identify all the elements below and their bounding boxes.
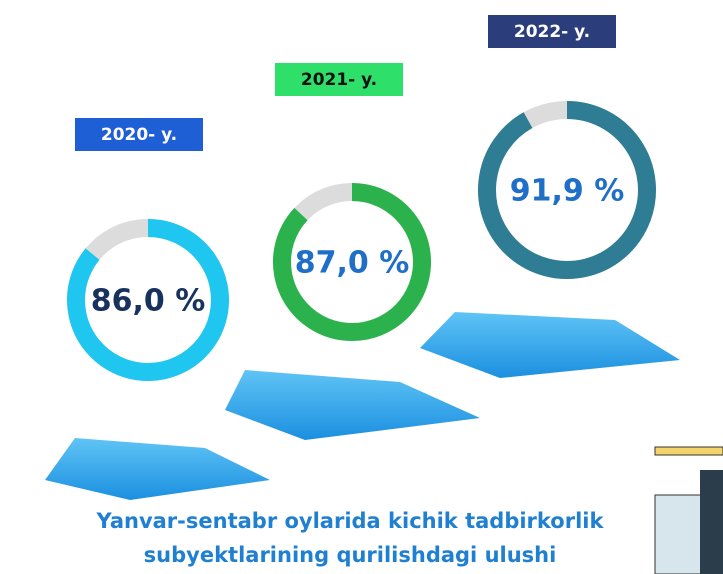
year-badge [488,15,616,48]
platform [225,370,480,440]
platform [420,312,680,378]
year-badge [275,63,403,96]
donut-arc [67,219,229,381]
chart-title: Yanvar-sentabr oylarida kichik tadbirkor… [96,509,604,567]
platform [45,438,270,500]
platforms [45,312,680,500]
building [700,470,723,574]
donut-arc [478,101,656,279]
value-label: 91,9 % [510,174,625,209]
crane [654,446,723,456]
value-label: 86,0 % [91,284,206,319]
year-label: 2021- y. [301,70,377,90]
value-label: 87,0 % [295,246,410,281]
year-badge [75,118,203,151]
donut-arc [273,183,431,341]
year-label: 2022- y. [514,22,590,42]
building-icon [654,446,723,574]
year-label: 2020- y. [101,125,177,145]
